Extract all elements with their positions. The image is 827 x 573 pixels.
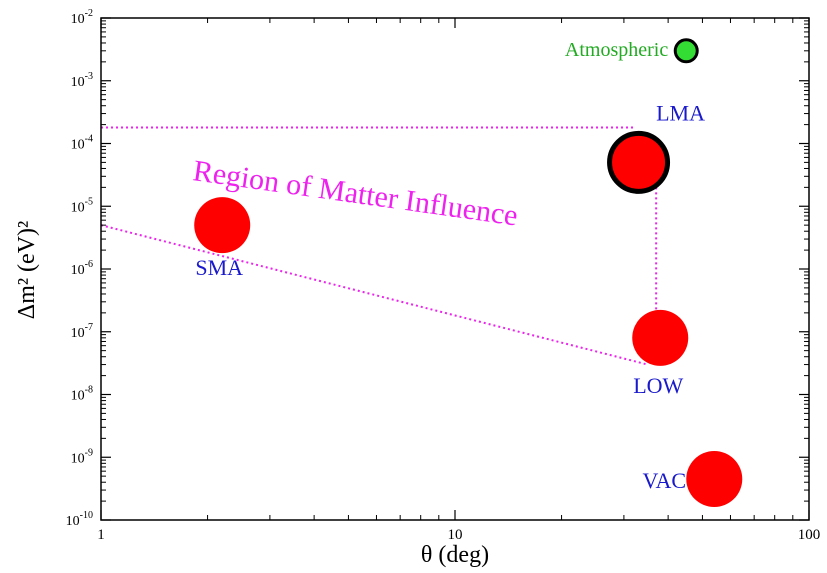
y-tick-label: 10-2 [71,8,93,27]
y-tick-label: 10-8 [71,385,93,404]
point-label-atmospheric: Atmospheric [565,39,668,61]
matter-boundary-lines [100,126,658,366]
point-sma [194,197,251,254]
y-tick-label: 10-6 [71,259,93,278]
y-tick-label: 10-7 [71,322,93,341]
data-points [194,38,743,508]
x-axis-label: θ (deg) [421,542,489,568]
x-tick-label: 10 [448,527,463,543]
x-axis-ticks: 1 10 100 [97,18,820,543]
point-vac [686,451,743,508]
point-label-low: LOW [633,373,683,398]
y-tick-label: 10-10 [66,510,93,529]
y-tick-label: 10-5 [71,196,93,215]
x-tick-label: 100 [798,527,821,543]
point-label-lma: LMA [656,100,705,125]
boundary-line [100,224,648,366]
y-tick-label: 10-3 [71,71,93,90]
point-atmospheric [673,38,699,64]
point-label-sma: SMA [195,255,243,280]
x-tick-label: 1 [97,527,105,543]
point-low [632,309,689,366]
point-lma [607,130,671,194]
point-label-vac: VAC [642,468,686,493]
point-labels: SMA LMA LOW VAC Atmospheric [195,39,705,493]
y-tick-label: 10-9 [71,447,93,466]
y-axis-ticks: 10-10 10-9 10-8 10-7 10-6 10-5 10-4 10-3 10-2 [66,8,809,529]
y-tick-label: 10-4 [71,134,93,153]
y-axis-label: Δm² (eV)² [14,221,40,319]
